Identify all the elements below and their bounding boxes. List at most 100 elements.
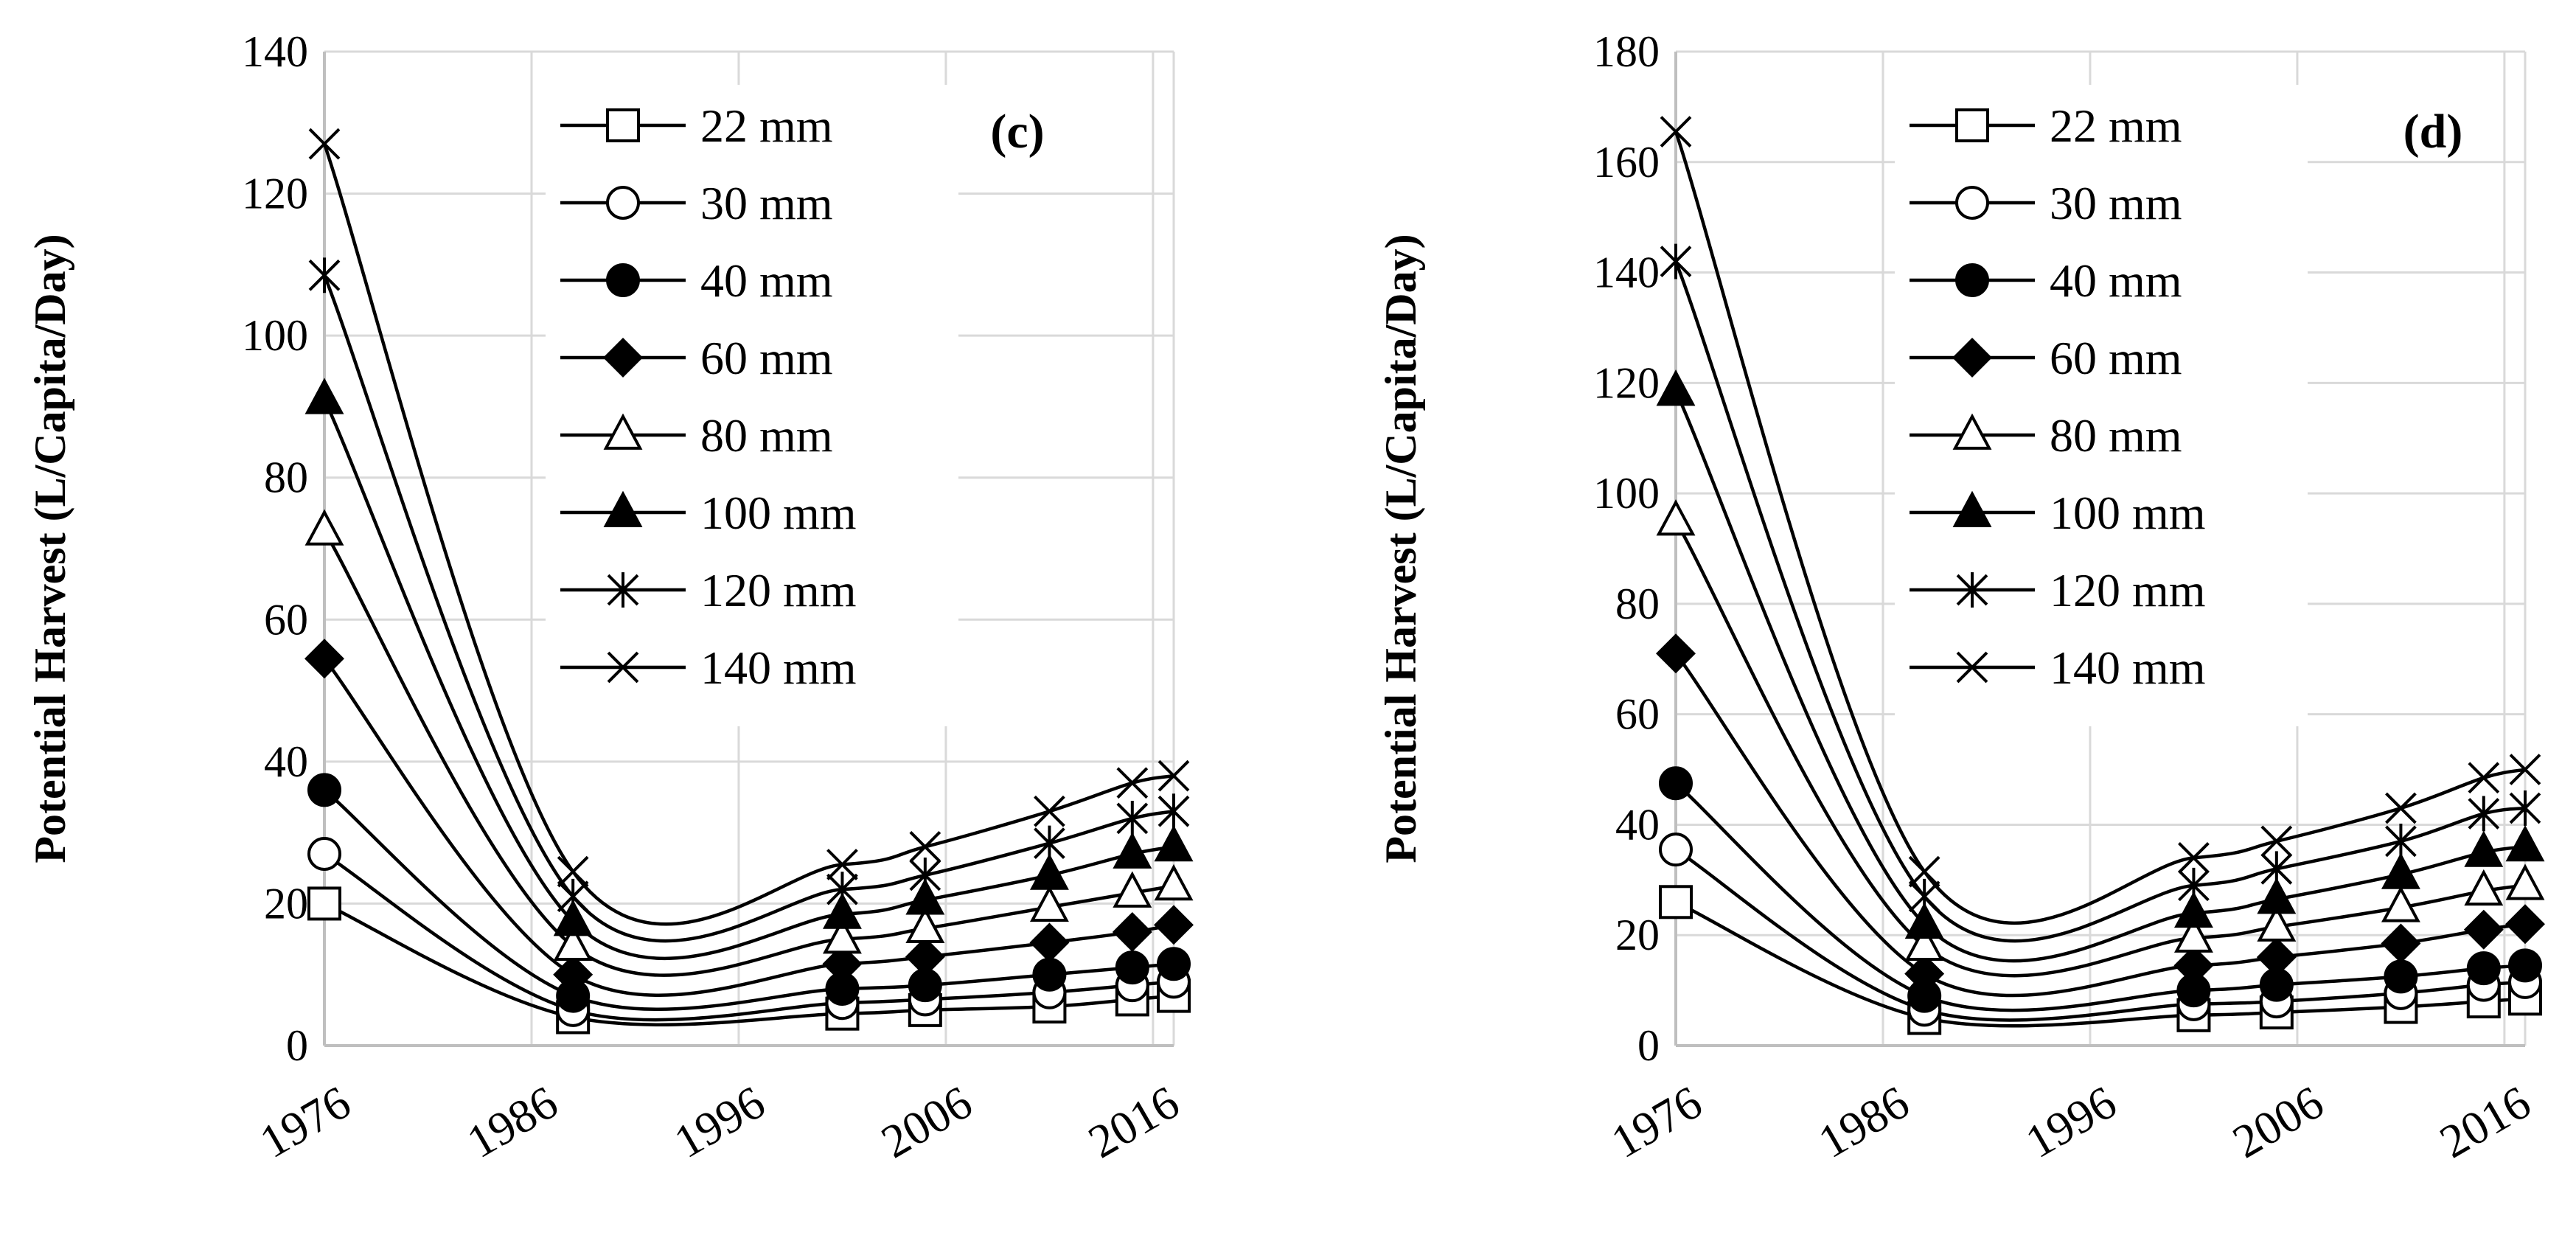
legend-marker: [606, 263, 640, 297]
data-point: [2381, 923, 2421, 964]
data-point-stroke: [1660, 116, 1692, 147]
y-tick-label: 140: [242, 27, 308, 76]
legend-label: 100 mm: [2050, 487, 2206, 539]
data-point: [553, 954, 593, 995]
data-point: [826, 872, 858, 908]
data-point-stroke: [557, 855, 589, 888]
data-point-stroke: [308, 128, 341, 160]
y-tick-label: 120: [242, 170, 308, 218]
data-point: [553, 924, 593, 962]
data-point: [1112, 911, 1152, 952]
data-point: [2385, 792, 2417, 824]
y-tick-label: 40: [1615, 800, 1660, 849]
data-point: [2505, 824, 2545, 862]
data-point: [1034, 825, 1065, 861]
data-point: [557, 855, 589, 888]
series-140-mm: [1660, 116, 2541, 925]
data-point: [1034, 795, 1065, 827]
data-point-stroke: [1908, 855, 1940, 888]
y-tick-label: 20: [1615, 911, 1660, 959]
data-point-stroke: [2178, 842, 2210, 874]
data-point: [2173, 916, 2213, 953]
data-point-stroke: [2509, 754, 2541, 785]
x-tick-label: 1996: [2017, 1076, 2125, 1168]
x-tick-label: 1986: [459, 1076, 566, 1168]
y-tick-labels: 0 20 40 60 80 100 120 140: [242, 27, 308, 1070]
data-point: [822, 892, 862, 929]
data-point-stroke: [909, 831, 941, 863]
data-point: [2384, 959, 2418, 994]
y-tick-label: 40: [264, 737, 308, 786]
legend-label: 40 mm: [2050, 254, 2182, 307]
series-60-mm: [1656, 633, 2545, 998]
data-point: [1157, 947, 1191, 981]
data-point: [1908, 855, 1940, 888]
series-120-mm: [308, 257, 1190, 943]
series-40-mm: [1659, 766, 2542, 1013]
legend-marker-stroke: [607, 651, 639, 684]
legend-label: 100 mm: [700, 487, 857, 539]
legend-marker: [1956, 572, 1988, 608]
legend-marker: [607, 651, 639, 684]
y-tick-label: 0: [1637, 1021, 1660, 1070]
chart-panel-1: 0 20 40 60 80 100 120 140 1976 1986 1996 2006 2016 Po…: [26, 27, 1194, 1168]
legend-marker: [1956, 651, 1988, 684]
legend-label: 60 mm: [2050, 332, 2182, 384]
series-line: [322, 274, 1174, 943]
legend-label: 140 mm: [2050, 642, 2206, 694]
series-group: [1656, 116, 2545, 1035]
series-line: [1674, 782, 2526, 1012]
series-30-mm: [1659, 832, 2542, 1027]
legend-item: 30 mm: [560, 177, 833, 229]
x-tick-label: 2006: [873, 1076, 981, 1168]
data-point: [909, 831, 941, 863]
legend-marker: [1952, 490, 1992, 527]
legend-item: 120 mm: [560, 564, 857, 616]
data-point: [2463, 909, 2504, 950]
series-line: [1674, 848, 2526, 1022]
data-point: [553, 900, 593, 936]
series-line: [1675, 900, 2526, 1028]
legend-label: 22 mm: [2050, 100, 2182, 152]
data-point: [1154, 824, 1194, 862]
legend-marker: [1955, 108, 1989, 142]
data-point: [822, 944, 863, 984]
legend-label: 120 mm: [700, 564, 857, 616]
series-line: [322, 143, 1174, 926]
legend-item: 22 mm: [560, 100, 833, 152]
data-point: [2381, 886, 2420, 922]
data-point: [1659, 766, 1693, 801]
legend: 22 mm 30 mm 40 mm 60 mm 80 mm 100 mm 120 mm 140…: [1895, 85, 2308, 726]
y-axis-title: Potential Harvest (L/Capita/Day): [1376, 234, 1425, 863]
panel-label: (c): [990, 105, 1044, 159]
legend-marker: [1952, 338, 1992, 378]
series-line: [323, 852, 1174, 1022]
y-tick-label: 80: [1615, 580, 1660, 628]
legend-item: 80 mm: [1910, 409, 2182, 462]
legend-item: 140 mm: [1910, 642, 2206, 694]
data-point: [557, 878, 589, 914]
data-point: [909, 857, 941, 893]
data-point: [304, 378, 344, 414]
data-point: [308, 257, 341, 293]
x-tick-label: 1976: [1603, 1076, 1710, 1168]
x-tick-labels: 1976 1986 1996 2006 2016: [251, 1076, 1188, 1168]
data-point: [2508, 948, 2542, 983]
data-point: [1113, 832, 1152, 869]
legend-label: 22 mm: [700, 100, 833, 152]
y-tick-label: 60: [264, 595, 308, 644]
x-tick-label: 2006: [2224, 1076, 2332, 1168]
series-40-mm: [307, 773, 1191, 1013]
data-point: [1656, 633, 1696, 674]
legend-marker-stroke: [1956, 651, 1988, 684]
x-tick-label: 2016: [2431, 1076, 2539, 1168]
data-point: [2464, 869, 2504, 906]
legend-item: 22 mm: [1910, 100, 2182, 152]
series-line: [1674, 131, 2526, 925]
data-point: [826, 849, 858, 880]
series-line: [323, 788, 1174, 1012]
data-point: [1116, 767, 1149, 799]
data-point: [307, 886, 341, 921]
data-point: [1029, 922, 1070, 963]
